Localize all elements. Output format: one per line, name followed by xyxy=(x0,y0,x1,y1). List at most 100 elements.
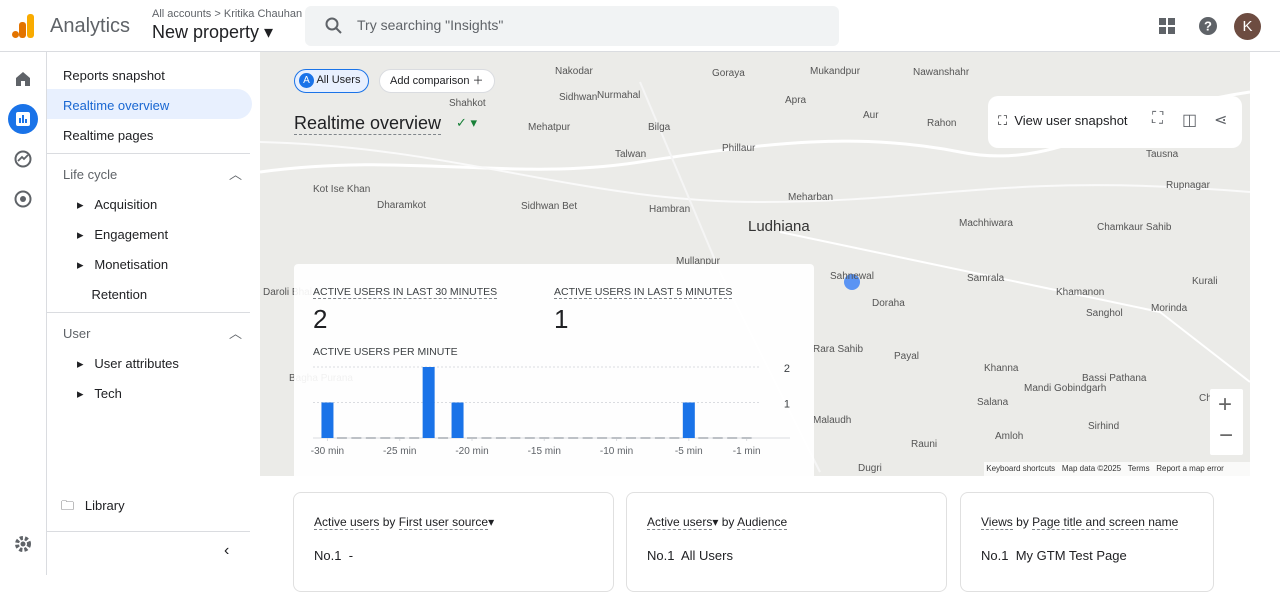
help-icon[interactable]: ? xyxy=(1198,16,1218,36)
card-rank: No.1 xyxy=(647,548,675,563)
card-by: by xyxy=(721,515,735,529)
nav-label: Acquisition xyxy=(94,197,158,212)
place-label: Rara Sahib xyxy=(813,344,864,355)
card-title: Active users by First user source▾ xyxy=(314,515,495,530)
place-label: Nawanshahr xyxy=(913,67,970,78)
place-label: Hambran xyxy=(649,204,691,215)
collapse-icon[interactable]: ︿ xyxy=(229,326,243,341)
bar xyxy=(321,402,334,438)
place-label: Sahnewal xyxy=(830,271,874,282)
nav-label: Library xyxy=(84,498,125,513)
section-title[interactable]: Life cycle xyxy=(63,167,118,182)
place-label: Bassi Pathana xyxy=(1082,373,1147,384)
product-name: Analytics xyxy=(50,15,131,37)
zoom-out[interactable]: − xyxy=(1219,422,1234,449)
place-label: Salana xyxy=(977,397,1009,408)
place-label: Nakodar xyxy=(555,66,593,77)
card-top-value: All Users xyxy=(680,548,733,563)
place-label: Tausna xyxy=(1146,149,1179,160)
nav-item[interactable]: ▸ Tech xyxy=(77,386,122,401)
breadcrumb[interactable]: All accounts > Kritika Chauhan xyxy=(152,8,303,20)
card-dimension[interactable]: Page title and screen name xyxy=(1032,515,1179,530)
nav-item[interactable]: ▸ User attributes xyxy=(77,356,179,371)
attribution[interactable]: Terms xyxy=(1127,464,1150,473)
place-label: Shahkot xyxy=(449,98,486,109)
card-dimension[interactable]: First user source xyxy=(398,515,489,530)
place-label: Apra xyxy=(785,95,807,106)
place-label: Sirhind xyxy=(1088,421,1120,432)
icon-rail xyxy=(0,52,47,575)
divider xyxy=(47,312,250,313)
card-metric[interactable]: Active users xyxy=(314,515,380,530)
x-tick-label: -1 min xyxy=(733,446,761,457)
segment-name: All Users xyxy=(316,74,361,86)
card-metric[interactable]: Active users xyxy=(647,515,713,530)
place-label: Nurmahal xyxy=(597,90,641,101)
nav-item[interactable]: Retention xyxy=(77,287,147,302)
apps-icon[interactable] xyxy=(1159,18,1175,34)
x-tick-label: -25 min xyxy=(383,446,416,457)
place-label: Doraha xyxy=(872,298,905,309)
fullscreen-icon[interactable]: ⛶ xyxy=(1152,110,1164,127)
nav-item[interactable]: ▸ Monetisation xyxy=(77,257,169,272)
reports-icon[interactable] xyxy=(8,104,38,134)
card-top-value: My GTM Test Page xyxy=(1015,548,1127,563)
place-label: Sanghol xyxy=(1086,308,1123,319)
card-title: Active users▾ by Audience xyxy=(647,515,788,530)
card-metric[interactable]: Views xyxy=(981,515,1013,530)
card: Views by Page title and screen name No.1 … xyxy=(960,492,1214,592)
attribution[interactable]: Report a map error xyxy=(1156,464,1224,473)
add-comparison[interactable]: Add comparison ＋ xyxy=(379,69,495,93)
place-label: Mullanpur xyxy=(676,256,720,267)
place-label: Sidhwan Bet xyxy=(521,201,578,212)
logo xyxy=(12,14,34,38)
collapse-icon[interactable]: ︿ xyxy=(229,167,243,182)
nav-item[interactable]: Realtime overview xyxy=(63,98,170,113)
nav-label: Monetisation xyxy=(94,257,169,272)
nav-item[interactable]: ▸ Engagement xyxy=(77,227,169,242)
settings-icon[interactable] xyxy=(14,535,32,553)
place-label: Sidhwan xyxy=(559,92,598,103)
place-label: Machhiwara xyxy=(959,218,1013,229)
place-label: Rauni xyxy=(911,439,938,450)
zoom-in[interactable]: + xyxy=(1218,391,1233,418)
property-picker[interactable]: New property ▾ xyxy=(152,22,274,42)
place-label: Talwan xyxy=(615,149,647,160)
section-title[interactable]: User xyxy=(63,326,91,341)
breadcrumb-item[interactable]: Kritika Chauhan xyxy=(223,8,303,20)
explore-icon[interactable] xyxy=(14,150,32,168)
breadcrumb-item[interactable]: All accounts xyxy=(152,8,212,20)
avatar[interactable]: K xyxy=(1234,13,1261,40)
library-link[interactable]: 🗀 Library xyxy=(61,498,125,513)
compare-icon[interactable]: ◫ xyxy=(1182,112,1198,129)
nav-item[interactable]: Reports snapshot xyxy=(63,68,165,83)
card: Active users▾ by Audience No.1 All Users xyxy=(626,492,947,592)
place-label: Mukandpur xyxy=(810,66,861,77)
place-label: Rahon xyxy=(927,118,957,129)
view-snapshot-label: View user snapshot xyxy=(1014,113,1128,128)
search-box[interactable]: Try searching "Insights" xyxy=(305,6,839,46)
share-icon[interactable]: ⋖ xyxy=(1214,112,1228,129)
place-label: Payal xyxy=(894,351,920,362)
view-snapshot[interactable]: ⛶ View user snapshot xyxy=(998,113,1128,128)
home-icon[interactable] xyxy=(14,70,32,88)
top-bar: Analytics All accounts > Kritika Chauhan… xyxy=(0,0,1280,52)
segment-chip[interactable]: A All Users xyxy=(294,69,370,93)
place-label: Meharban xyxy=(788,192,834,203)
card: Active users by First user source▾ No.1 - xyxy=(293,492,614,592)
nav-item[interactable]: ▸ Acquisition xyxy=(77,197,158,212)
place-label: Samrala xyxy=(967,273,1005,284)
place-label: Mehatpur xyxy=(528,122,571,133)
collapse-sidebar[interactable]: ‹ xyxy=(224,542,230,559)
metric-value: 1 xyxy=(554,304,569,334)
card-dimension[interactable]: Audience xyxy=(737,515,788,530)
place-label: Malaudh xyxy=(813,415,852,426)
attribution[interactable]: Keyboard shortcuts xyxy=(986,464,1056,473)
status-check[interactable]: ✓ ▾ xyxy=(456,115,478,130)
advertising-icon[interactable] xyxy=(14,190,32,208)
card-top: No.1 All Users xyxy=(647,548,733,563)
page-title: Realtime overview xyxy=(294,113,442,135)
nav-item[interactable]: Realtime pages xyxy=(63,128,154,143)
card-by: by xyxy=(382,515,396,529)
